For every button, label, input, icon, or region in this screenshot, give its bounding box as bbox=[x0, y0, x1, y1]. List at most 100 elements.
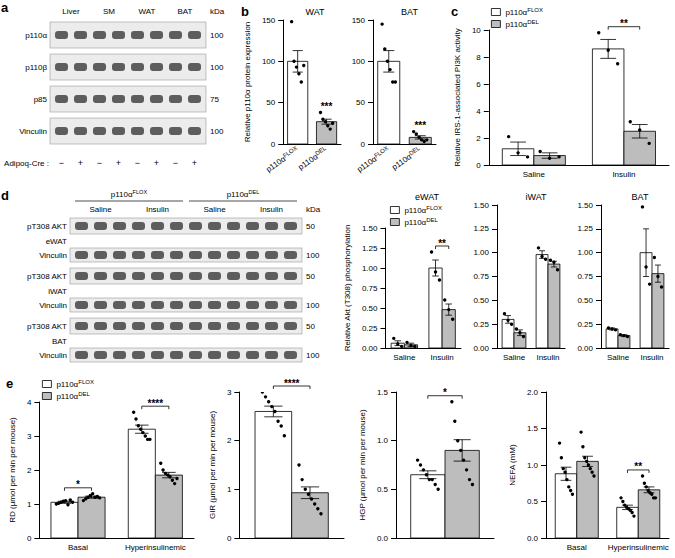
svg-text:Adipoq-Cre :: Adipoq-Cre : bbox=[4, 159, 49, 168]
svg-text:eWAT: eWAT bbox=[415, 192, 440, 202]
svg-text:100: 100 bbox=[306, 301, 320, 310]
svg-text:p110αFLOX: p110αFLOX bbox=[111, 189, 148, 199]
svg-text:50: 50 bbox=[306, 272, 315, 281]
svg-text:Insulin: Insulin bbox=[146, 205, 169, 214]
svg-text:1.50: 1.50 bbox=[577, 201, 593, 210]
svg-text:4: 4 bbox=[27, 398, 32, 407]
svg-text:Basal: Basal bbox=[567, 543, 587, 552]
svg-text:75: 75 bbox=[210, 95, 219, 104]
svg-text:p110α: p110α bbox=[56, 380, 78, 389]
svg-text:+: + bbox=[154, 158, 159, 168]
svg-text:BAT: BAT bbox=[52, 337, 67, 346]
svg-text:Vinculin: Vinculin bbox=[39, 251, 67, 260]
svg-text:d: d bbox=[1, 188, 9, 203]
svg-text:FLOX: FLOX bbox=[527, 7, 543, 13]
svg-text:50: 50 bbox=[306, 322, 315, 331]
svg-text:0.75: 0.75 bbox=[473, 272, 489, 281]
svg-text:p110α: p110α bbox=[56, 392, 78, 401]
svg-text:**: ** bbox=[620, 18, 628, 29]
svg-text:SM: SM bbox=[103, 7, 115, 16]
svg-text:1.5: 1.5 bbox=[377, 388, 389, 397]
svg-text:100: 100 bbox=[262, 57, 276, 66]
svg-text:c: c bbox=[451, 4, 458, 19]
svg-text:0.50: 0.50 bbox=[577, 296, 593, 305]
svg-text:−: − bbox=[97, 158, 102, 168]
svg-text:DEL: DEL bbox=[426, 217, 438, 223]
svg-text:p110β: p110β bbox=[25, 63, 47, 72]
svg-text:+: + bbox=[78, 158, 83, 168]
svg-text:BAT: BAT bbox=[632, 192, 649, 202]
svg-text:a: a bbox=[1, 0, 9, 15]
svg-text:6: 6 bbox=[476, 80, 481, 89]
svg-text:Saline: Saline bbox=[89, 205, 112, 214]
svg-text:100: 100 bbox=[352, 57, 366, 66]
svg-text:1.25: 1.25 bbox=[362, 244, 378, 253]
svg-text:Basal: Basal bbox=[68, 543, 88, 552]
svg-text:1: 1 bbox=[227, 485, 232, 494]
svg-text:150: 150 bbox=[352, 16, 366, 25]
svg-text:3: 3 bbox=[227, 388, 232, 397]
svg-text:100: 100 bbox=[210, 31, 224, 40]
svg-text:p110α: p110α bbox=[404, 206, 426, 215]
svg-text:3: 3 bbox=[27, 432, 32, 441]
svg-text:RD (μmol per min per mouse): RD (μmol per min per mouse) bbox=[8, 417, 17, 523]
svg-text:50: 50 bbox=[356, 98, 365, 107]
svg-text:p85: p85 bbox=[34, 95, 48, 104]
svg-text:100: 100 bbox=[306, 251, 320, 260]
svg-text:p110αDEL: p110αDEL bbox=[227, 189, 260, 199]
svg-text:FLOX: FLOX bbox=[282, 145, 298, 159]
svg-text:****: **** bbox=[148, 398, 164, 409]
svg-text:**: ** bbox=[634, 461, 642, 472]
svg-text:8: 8 bbox=[476, 53, 481, 62]
svg-text:100: 100 bbox=[210, 127, 224, 136]
svg-text:−: − bbox=[59, 158, 64, 168]
svg-text:Insulin: Insulin bbox=[612, 170, 635, 179]
svg-text:Hyperinsulinemic: Hyperinsulinemic bbox=[125, 543, 186, 552]
svg-text:NEFA (mM): NEFA (mM) bbox=[508, 444, 517, 486]
svg-text:GIR (μmol per min per mouse): GIR (μmol per min per mouse) bbox=[208, 411, 217, 520]
svg-text:1.50: 1.50 bbox=[473, 201, 489, 210]
svg-text:Relative p110α protein express: Relative p110α protein expression bbox=[243, 22, 252, 143]
svg-text:0.50: 0.50 bbox=[473, 296, 489, 305]
svg-text:Saline: Saline bbox=[203, 205, 226, 214]
svg-text:2.0: 2.0 bbox=[527, 388, 539, 397]
svg-text:0.50: 0.50 bbox=[362, 304, 378, 313]
svg-text:0.00: 0.00 bbox=[362, 344, 378, 353]
svg-text:0.25: 0.25 bbox=[362, 324, 378, 333]
svg-text:50: 50 bbox=[266, 98, 275, 107]
svg-text:0.00: 0.00 bbox=[577, 344, 593, 353]
svg-text:WAT: WAT bbox=[306, 7, 325, 17]
svg-text:0: 0 bbox=[27, 534, 32, 543]
svg-text:FLOX: FLOX bbox=[373, 145, 389, 159]
svg-text:1.25: 1.25 bbox=[577, 224, 593, 233]
svg-text:0: 0 bbox=[227, 534, 232, 543]
svg-text:pT308 AKT: pT308 AKT bbox=[27, 322, 67, 331]
svg-text:50: 50 bbox=[306, 222, 315, 231]
svg-text:+: + bbox=[116, 158, 121, 168]
svg-text:iWAT: iWAT bbox=[48, 287, 67, 296]
svg-text:+: + bbox=[192, 158, 197, 168]
svg-text:pT308 AKT: pT308 AKT bbox=[27, 222, 67, 231]
svg-text:DEL: DEL bbox=[78, 391, 90, 397]
svg-text:0.0: 0.0 bbox=[377, 534, 389, 543]
svg-text:kDa: kDa bbox=[306, 205, 321, 214]
svg-text:pT308 AKT: pT308 AKT bbox=[27, 272, 67, 281]
svg-text:Insulin: Insulin bbox=[260, 205, 283, 214]
svg-text:WAT: WAT bbox=[139, 7, 156, 16]
svg-text:1.00: 1.00 bbox=[362, 264, 378, 273]
svg-text:Insulin: Insulin bbox=[640, 353, 663, 362]
svg-text:***: *** bbox=[321, 101, 333, 112]
svg-text:b: b bbox=[241, 4, 249, 19]
svg-text:*: * bbox=[76, 479, 80, 490]
svg-text:p110α: p110α bbox=[264, 154, 287, 174]
svg-text:0.00: 0.00 bbox=[473, 344, 489, 353]
svg-text:2: 2 bbox=[227, 436, 232, 445]
svg-text:1.25: 1.25 bbox=[473, 224, 489, 233]
svg-text:Saline: Saline bbox=[393, 353, 416, 362]
svg-text:Saline: Saline bbox=[607, 353, 630, 362]
svg-text:iWAT: iWAT bbox=[526, 192, 547, 202]
svg-text:2: 2 bbox=[476, 134, 481, 143]
svg-text:Vinculin: Vinculin bbox=[39, 351, 67, 360]
svg-text:10: 10 bbox=[472, 26, 481, 35]
svg-text:100: 100 bbox=[306, 351, 320, 360]
